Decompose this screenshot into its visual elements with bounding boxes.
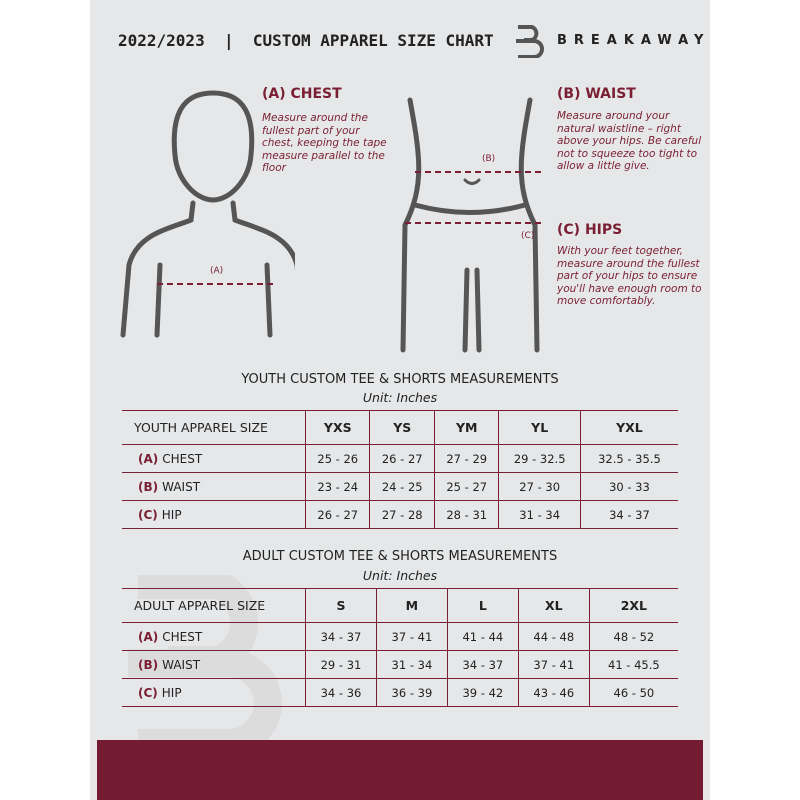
table-cell: 29 - 31 (305, 650, 377, 679)
hips-heading: (C) HIPS (557, 222, 623, 238)
table-cell: 30 - 33 (579, 472, 678, 501)
hips-marker: (C) (521, 231, 535, 241)
table-cell: 27 - 30 (498, 472, 581, 501)
table-cell: 44 - 48 (517, 622, 590, 651)
youth-table-title: YOUTH CUSTOM TEE & SHORTS MEASUREMENTS (241, 372, 559, 387)
waist-heading: (B) WAIST (557, 86, 636, 102)
measurement-name: CHEST (162, 629, 203, 644)
measurement-code: (C) (138, 507, 158, 522)
table-row: (C) HIP 34 - 36 36 - 39 39 - 42 43 - 46 46 - 5… (122, 678, 678, 707)
table-cell: 32.5 - 35.5 (579, 444, 678, 473)
breakaway-logo-icon (516, 25, 544, 58)
table-cell: 26 - 27 (304, 500, 370, 529)
table-cell: 34 - 37 (305, 622, 377, 651)
brand-name: BREAKAWAY (557, 33, 711, 48)
size-header: YM (433, 410, 499, 445)
youth-unit: Unit: Inches (362, 390, 438, 405)
size-label: ADULT APPAREL SIZE (122, 588, 306, 623)
size-header: S (305, 588, 377, 623)
table-cell: 24 - 25 (369, 472, 435, 501)
table-row: (B) WAIST 23 - 24 24 - 25 25 - 27 27 - 30 30 -… (122, 472, 678, 501)
table-cell: 34 - 37 (579, 500, 678, 529)
table-cell: 48 - 52 (588, 622, 678, 651)
size-header: YL (498, 410, 581, 445)
measurement-code: (B) (138, 479, 159, 494)
table-cell: 46 - 50 (588, 678, 678, 707)
measurement-name: WAIST (162, 657, 201, 672)
size-header: M (375, 588, 448, 623)
measurement-code: (A) (138, 629, 159, 644)
table-cell: 28 - 31 (433, 500, 499, 529)
table-cell: 37 - 41 (517, 650, 590, 679)
measurement-name: HIP (161, 685, 182, 700)
table-cell: 36 - 39 (375, 678, 448, 707)
table-cell: 43 - 46 (517, 678, 590, 707)
table-row: (B) WAIST 29 - 31 31 - 34 34 - 37 37 - 41 41 -… (122, 650, 678, 679)
waist-marker: (B) (482, 154, 496, 164)
size-header: XL (517, 588, 590, 623)
table-cell: 26 - 27 (369, 444, 435, 473)
adult-size-table: ADULT APPAREL SIZE S M L XL 2XL (A) CHEST 34 - 3… (122, 588, 678, 707)
adult-unit: Unit: Inches (362, 568, 438, 583)
size-label: YOUTH APPAREL SIZE (122, 410, 306, 445)
table-cell: 41 - 45.5 (588, 650, 678, 679)
youth-size-table: YOUTH APPAREL SIZE YXS YS YM YL YXL (A) CHEST 25… (122, 410, 678, 529)
table-cell: 39 - 42 (446, 678, 519, 707)
hips-description: With your feet together, measure around … (557, 245, 702, 307)
measurement-label: (C) HIP (122, 500, 306, 529)
size-header: YXL (579, 410, 678, 445)
measurement-label: (B) WAIST (122, 472, 306, 501)
size-header: YS (369, 410, 435, 445)
adult-table-title: ADULT CUSTOM TEE & SHORTS MEASUREMENTS (242, 549, 558, 564)
measurement-name: HIP (161, 507, 182, 522)
page-title: 2022/2023 | CUSTOM APPAREL SIZE CHART (118, 31, 494, 50)
table-row: (C) HIP 26 - 27 27 - 28 28 - 31 31 - 34 34 - 3… (122, 500, 678, 529)
waist-hips-figure-illustration (400, 97, 545, 353)
chest-marker: (A) (210, 266, 224, 276)
chest-figure-illustration (120, 90, 295, 338)
measurement-label: (A) CHEST (122, 444, 306, 473)
size-header: 2XL (588, 588, 678, 623)
table-cell: 34 - 37 (446, 650, 519, 679)
table-cell: 23 - 24 (304, 472, 370, 501)
table-cell: 37 - 41 (375, 622, 448, 651)
table-header-row: ADULT APPAREL SIZE S M L XL 2XL (122, 588, 678, 623)
table-cell: 41 - 44 (446, 622, 519, 651)
measurement-code: (C) (138, 685, 158, 700)
size-header: L (446, 588, 519, 623)
table-cell: 27 - 28 (369, 500, 435, 529)
table-cell: 29 - 32.5 (498, 444, 581, 473)
table-cell: 31 - 34 (498, 500, 581, 529)
table-cell: 25 - 27 (433, 472, 499, 501)
measurement-code: (B) (138, 657, 159, 672)
table-row: (A) CHEST 34 - 37 37 - 41 41 - 44 44 - 48 48 -… (122, 622, 678, 651)
table-cell: 31 - 34 (375, 650, 448, 679)
table-cell: 25 - 26 (304, 444, 370, 473)
chest-heading: (A) CHEST (262, 86, 342, 102)
chest-description: Measure around the fullest part of your … (262, 112, 387, 174)
footer-band (97, 740, 703, 800)
measurement-label: (C) HIP (122, 678, 306, 707)
measurement-label: (B) WAIST (122, 650, 306, 679)
table-cell: 27 - 29 (433, 444, 499, 473)
measurement-label: (A) CHEST (122, 622, 306, 651)
table-cell: 34 - 36 (305, 678, 377, 707)
measurement-name: CHEST (162, 451, 203, 466)
table-row: (A) CHEST 25 - 26 26 - 27 27 - 29 29 - 32.5 32… (122, 444, 678, 473)
size-header: YXS (304, 410, 370, 445)
table-header-row: YOUTH APPAREL SIZE YXS YS YM YL YXL (122, 410, 678, 445)
measurement-name: WAIST (162, 479, 201, 494)
waist-description: Measure around your natural waistline – … (557, 110, 702, 172)
measurement-code: (A) (138, 451, 159, 466)
